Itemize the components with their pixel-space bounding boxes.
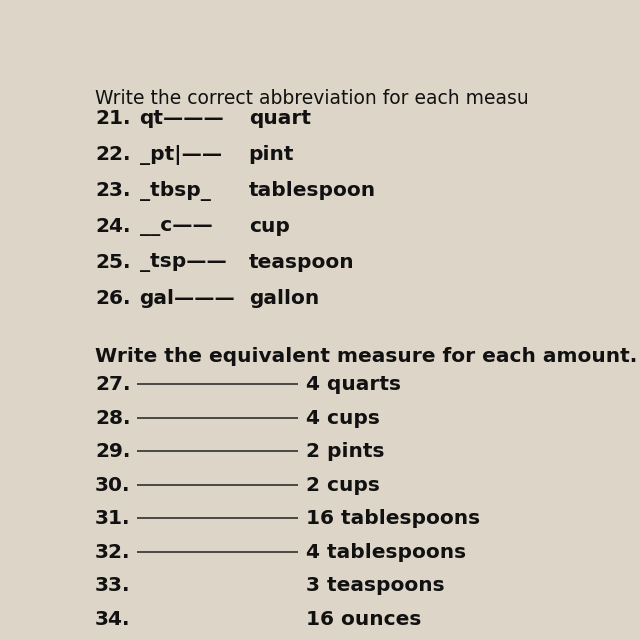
Text: 31.: 31. bbox=[95, 509, 131, 529]
Text: Write the equivalent measure for each amount.: Write the equivalent measure for each am… bbox=[95, 347, 637, 366]
Text: 34.: 34. bbox=[95, 610, 131, 629]
Text: _tsp——: _tsp—— bbox=[140, 253, 227, 272]
Text: 4 quarts: 4 quarts bbox=[306, 375, 401, 394]
Text: teaspoon: teaspoon bbox=[249, 253, 355, 272]
Text: 25.: 25. bbox=[95, 253, 131, 272]
Text: quart: quart bbox=[249, 109, 310, 128]
Text: Write the correct abbreviation for each measu: Write the correct abbreviation for each … bbox=[95, 89, 529, 108]
Text: 29.: 29. bbox=[95, 442, 131, 461]
Text: 4 cups: 4 cups bbox=[306, 409, 380, 428]
Text: 23.: 23. bbox=[95, 180, 131, 200]
Text: tablespoon: tablespoon bbox=[249, 180, 376, 200]
Text: 2 pints: 2 pints bbox=[306, 442, 384, 461]
Text: gallon: gallon bbox=[249, 289, 319, 308]
Text: 16 tablespoons: 16 tablespoons bbox=[306, 509, 480, 529]
Text: pint: pint bbox=[249, 145, 294, 164]
Text: 22.: 22. bbox=[95, 145, 131, 164]
Text: 24.: 24. bbox=[95, 217, 131, 236]
Text: 33.: 33. bbox=[95, 577, 131, 595]
Text: __c——: __c—— bbox=[140, 217, 212, 236]
Text: 27.: 27. bbox=[95, 375, 131, 394]
Text: 3 teaspoons: 3 teaspoons bbox=[306, 577, 444, 595]
Text: 4 tablespoons: 4 tablespoons bbox=[306, 543, 466, 562]
Text: 28.: 28. bbox=[95, 409, 131, 428]
Text: _tbsp_: _tbsp_ bbox=[140, 180, 211, 201]
Text: 26.: 26. bbox=[95, 289, 131, 308]
Text: qt———: qt——— bbox=[140, 109, 224, 128]
Text: cup: cup bbox=[249, 217, 289, 236]
Text: 2 cups: 2 cups bbox=[306, 476, 380, 495]
Text: gal———: gal——— bbox=[140, 289, 236, 308]
Text: 32.: 32. bbox=[95, 543, 131, 562]
Text: 21.: 21. bbox=[95, 109, 131, 128]
Text: _pt|——: _pt|—— bbox=[140, 145, 221, 165]
Text: 30.: 30. bbox=[95, 476, 131, 495]
Text: 16 ounces: 16 ounces bbox=[306, 610, 421, 629]
